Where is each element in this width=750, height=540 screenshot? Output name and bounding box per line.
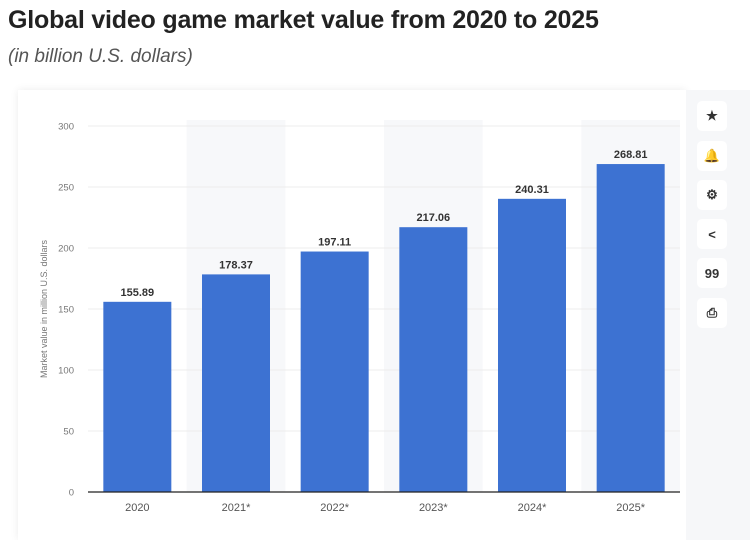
bar	[300, 251, 369, 492]
page-subtitle: (in billion U.S. dollars)	[8, 46, 193, 67]
star-button[interactable]: ★	[697, 101, 727, 131]
data-label: 240.31	[515, 184, 549, 196]
gear-icon: ⚙	[706, 187, 718, 202]
x-tick-label: 2023*	[419, 502, 448, 514]
quote-button[interactable]: 99	[697, 258, 727, 288]
y-tick-label: 150	[58, 305, 74, 316]
bell-button[interactable]: 🔔	[697, 141, 727, 171]
y-tick-label: 0	[69, 488, 74, 499]
bar	[202, 274, 270, 492]
y-axis-label: Market value in million U.S. dollars	[39, 239, 49, 378]
quote-icon: 99	[704, 265, 720, 281]
data-label: 268.81	[614, 149, 648, 161]
bar	[103, 301, 172, 492]
page-title: Global video game market value from 2020…	[8, 6, 599, 34]
y-tick-label: 50	[63, 427, 74, 438]
bar	[399, 227, 468, 492]
star-icon: ★	[706, 108, 718, 123]
x-tick-label: 2022*	[320, 502, 349, 514]
y-tick-label: 300	[58, 122, 74, 133]
x-tick-label: 2021*	[222, 502, 251, 514]
data-label: 197.11	[318, 237, 351, 249]
share-icon: <	[708, 226, 716, 242]
y-tick-label: 100	[58, 366, 74, 377]
print-icon: ⎙	[706, 305, 718, 320]
y-tick-label: 250	[58, 183, 74, 194]
bar	[596, 164, 665, 492]
data-label: 178.37	[219, 259, 253, 271]
bell-icon: 🔔	[703, 148, 721, 163]
x-tick-label: 2024*	[518, 502, 547, 514]
print-button[interactable]: ⎙	[697, 298, 727, 328]
x-tick-label: 2025*	[616, 502, 645, 514]
x-tick-label: 2020	[125, 502, 149, 514]
bar	[498, 198, 566, 493]
y-tick-label: 200	[58, 244, 74, 255]
gear-button[interactable]: ⚙	[697, 180, 727, 210]
data-label: 217.06	[417, 212, 451, 224]
share-button[interactable]: <	[697, 219, 727, 249]
data-label: 155.89	[121, 287, 155, 299]
